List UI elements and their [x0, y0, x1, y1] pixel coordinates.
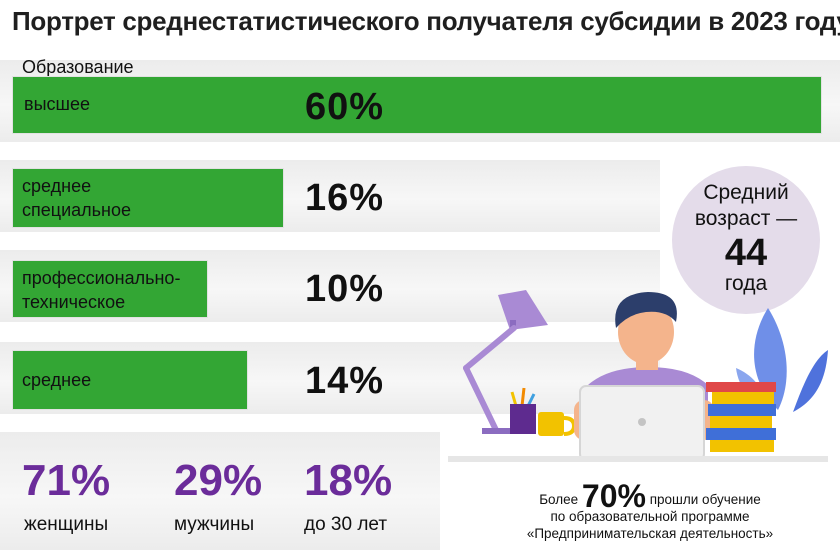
stat-young-value: 18% — [304, 456, 393, 505]
training-prefix: Более — [539, 492, 579, 507]
education-heading: Образование — [22, 57, 134, 77]
stats-band — [0, 432, 440, 550]
education-label-secondary: среднее — [22, 368, 91, 392]
education-value-higher: 60% — [305, 86, 385, 128]
education-label-line: среднее — [22, 370, 92, 390]
education-label-line: среднее — [22, 176, 92, 196]
training-line3: «Предпринимательская деятельность» — [526, 526, 774, 541]
education-label-higher: высшее — [24, 92, 90, 116]
education-bar-special — [12, 168, 284, 228]
desk-icon — [448, 456, 828, 462]
education-bar-vocational — [12, 260, 208, 318]
education-bar-secondary — [12, 350, 248, 410]
education-value-special: 16% — [305, 177, 385, 219]
stat-women-value: 71% — [22, 456, 111, 505]
education-value-secondary: 14% — [305, 360, 385, 402]
education-value-vocational: 10% — [305, 268, 385, 310]
average-age-caption-line: Средний — [703, 181, 789, 204]
training-note-headline: Более 70% прошли обучение — [500, 480, 800, 512]
education-bar-higher — [12, 76, 822, 134]
average-age-badge: Средний возраст — 44 года — [672, 166, 820, 314]
education-label-line: техническое — [22, 292, 126, 312]
average-age-caption: Средний возраст — — [672, 180, 820, 232]
education-label-vocational: профессионально- техническое — [22, 266, 180, 314]
average-age-value: 44 — [724, 232, 768, 274]
education-label-special: среднее специальное — [22, 174, 131, 222]
desk-lamp-icon — [463, 290, 548, 434]
books-icon — [706, 382, 776, 452]
average-age-caption-line: возраст — — [694, 207, 798, 230]
education-label-line: профессионально- — [22, 268, 181, 288]
education-label-line: специальное — [22, 200, 131, 220]
education-label-line: высшее — [24, 94, 90, 114]
training-note: Более 70% прошли обучение по образовател… — [500, 480, 800, 542]
student-at-desk-illustration — [448, 290, 828, 462]
mug-icon — [538, 412, 577, 436]
stat-men-value: 29% — [174, 456, 263, 505]
page-title: Портрет среднестатистического получателя… — [12, 6, 840, 36]
average-age-unit: года — [724, 272, 768, 295]
training-line2: по образовательной программе — [550, 509, 750, 524]
stat-young-label: до 30 лет — [304, 514, 388, 535]
laptop-icon — [579, 385, 705, 461]
stat-men-label: мужчины — [174, 514, 255, 535]
stat-women-label: женщины — [24, 514, 109, 535]
pencil-cup-icon — [510, 387, 536, 434]
training-line1: прошли обучение — [649, 492, 761, 507]
training-value: 70% — [581, 478, 646, 514]
